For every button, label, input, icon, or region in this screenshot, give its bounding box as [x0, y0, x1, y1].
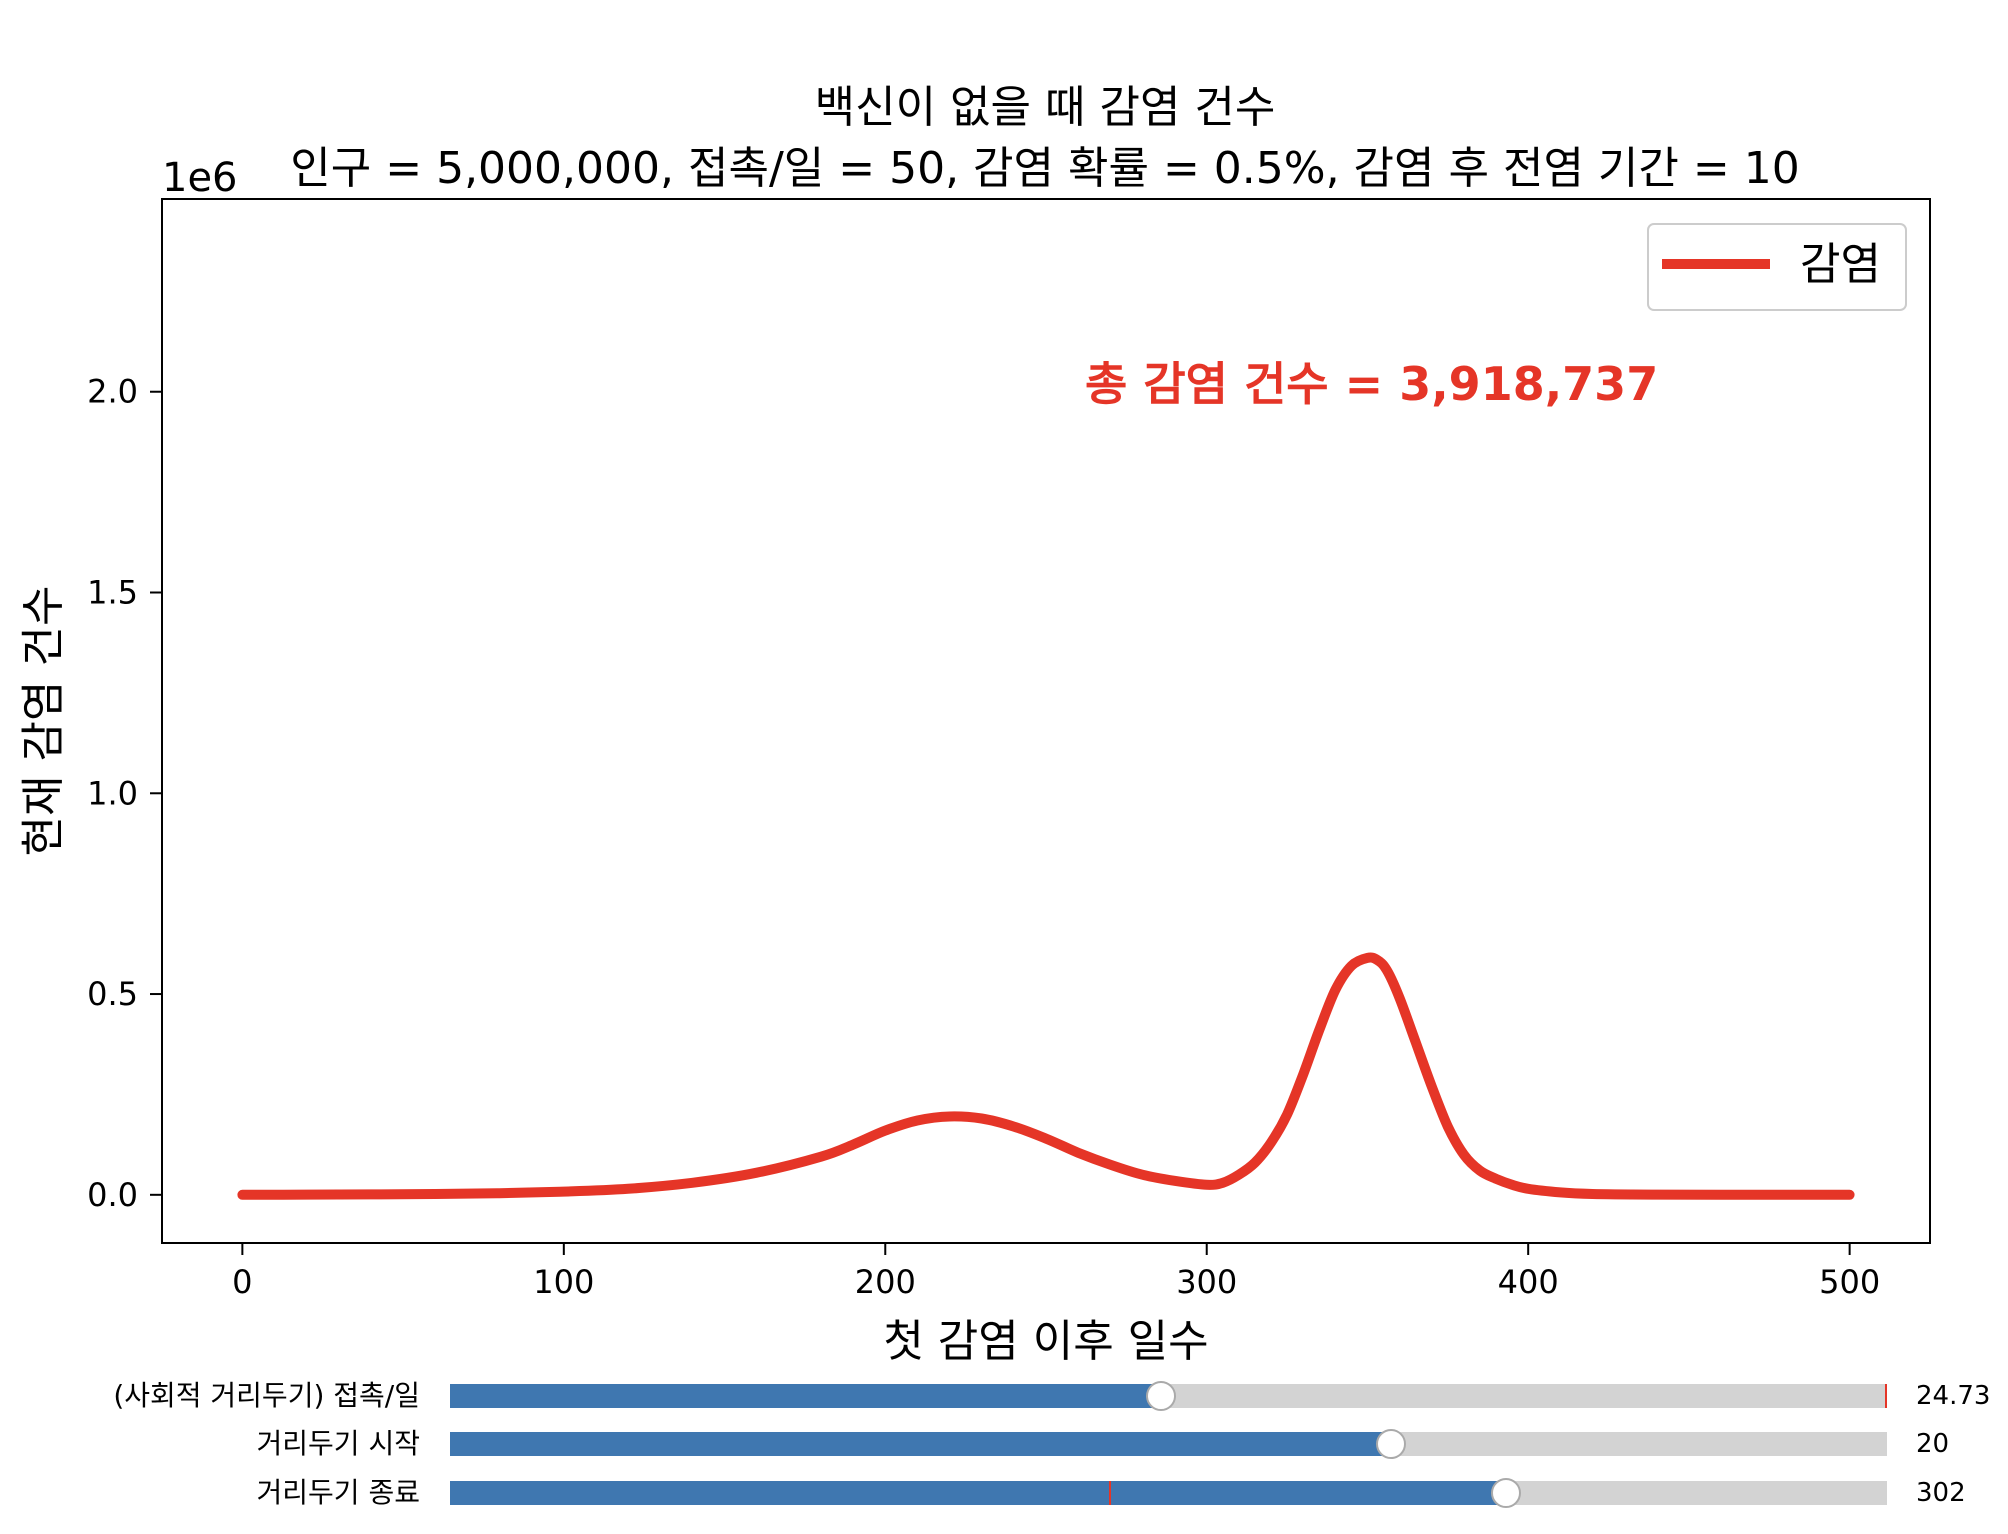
y-tick-label: 1.5 [87, 574, 138, 612]
slider-knob[interactable] [1376, 1429, 1407, 1459]
plot-area: 0 100 200 300 400 500 0.0 0.5 1.0 1.5 2.0 [87, 373, 1880, 1301]
x-tick-label: 100 [533, 1263, 594, 1301]
x-tick-label: 0 [232, 1263, 252, 1301]
x-tick-label: 200 [855, 1263, 916, 1301]
legend-label: 감염 [1800, 239, 1881, 290]
slider-label: 거리두기 종료 [256, 1476, 420, 1509]
y-tick-label: 1.0 [87, 774, 138, 812]
slider-row-contacts: (사회적 거리두기) 접촉/일 24.73 [0, 1376, 2008, 1416]
y-tick-label: 0.0 [87, 1176, 138, 1214]
y-tick-label: 0.5 [87, 975, 138, 1013]
slider-row-distancing-end: 거리두기 종료 302 [0, 1473, 2008, 1513]
slider-value: 24.73 [1916, 1381, 1991, 1411]
x-tick-label: 500 [1819, 1263, 1880, 1301]
slider-fill [450, 1384, 1161, 1408]
chart-title-line-2: 인구 = 5,000,000, 접촉/일 = 50, 감염 확률 = 0.5%,… [290, 143, 1799, 194]
slider-fill [450, 1481, 1507, 1505]
slider-value: 20 [1916, 1429, 1950, 1459]
slider-knob[interactable] [1145, 1381, 1176, 1411]
slider-knob[interactable] [1491, 1478, 1522, 1508]
slider-row-distancing-start: 거리두기 시작 20 [0, 1424, 2008, 1464]
slider-fill [450, 1432, 1392, 1456]
distancing-start-slider-track[interactable] [450, 1429, 1887, 1459]
x-tick-label: 400 [1498, 1263, 1559, 1301]
plot-frame [161, 198, 1931, 1244]
y-tick-label: 2.0 [87, 373, 138, 411]
series-line-infected [237, 952, 1855, 1200]
legend-box [1647, 223, 1907, 311]
contacts-slider-track[interactable] [450, 1381, 1887, 1411]
distancing-end-slider-track[interactable] [450, 1478, 1887, 1508]
chart-title-line-1: 백신이 없을 때 감염 건수 [815, 82, 1276, 133]
slider-label: (사회적 거리두기) 접촉/일 [113, 1379, 420, 1412]
annotation-total-infections: 총 감염 건수 = 3,918,737 [1085, 357, 1658, 411]
x-tick-label: 300 [1176, 1263, 1237, 1301]
slider-label: 거리두기 시작 [256, 1427, 420, 1460]
legend: 감염 [1647, 223, 1907, 311]
slider-initial-marker [1109, 1481, 1112, 1505]
slider-initial-marker [1885, 1384, 1887, 1408]
y-axis-label: 현재 감염 건수 [18, 586, 69, 857]
y-offset-text: 1e6 [162, 155, 238, 201]
slider-value: 302 [1916, 1478, 1966, 1508]
x-axis-label: 첫 감염 이후 일수 [883, 1316, 1208, 1367]
